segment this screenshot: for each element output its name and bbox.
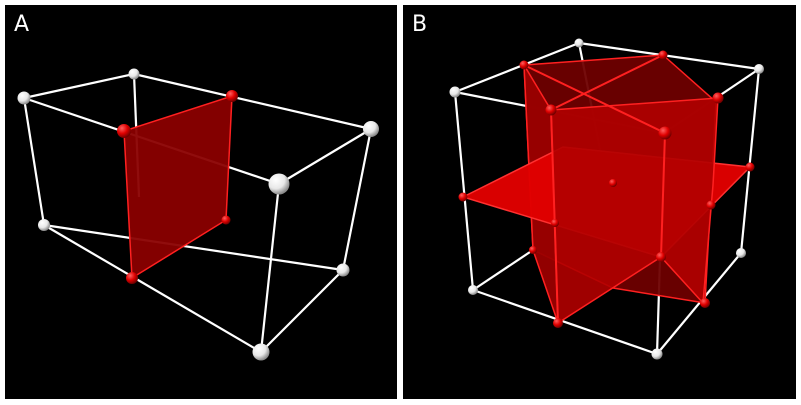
node-red [658, 50, 668, 60]
node-red [117, 124, 131, 138]
node-white [574, 38, 584, 48]
node-red [126, 272, 138, 284]
panel-label-b: B [412, 12, 428, 37]
node-white [128, 68, 140, 80]
node-white [38, 219, 50, 231]
node-red [700, 298, 710, 308]
node-red [656, 252, 666, 262]
node-red [221, 215, 231, 225]
node-red [658, 126, 672, 140]
node-white [651, 348, 663, 360]
panel-b: B [403, 5, 796, 399]
node-white [268, 173, 290, 195]
node-red [551, 219, 559, 227]
node-white [336, 263, 350, 277]
node-red [745, 162, 755, 172]
cube-diagram-b [449, 38, 764, 360]
panel-a: A [5, 5, 397, 399]
node-red [706, 200, 716, 210]
node-red [529, 246, 537, 254]
node-red [226, 90, 238, 102]
node-white [363, 121, 379, 137]
node-red [553, 318, 563, 328]
node-red [458, 192, 468, 202]
node-white [468, 285, 478, 295]
node-red [519, 60, 529, 70]
node-red [712, 92, 724, 104]
node-red [609, 179, 617, 187]
node-white [449, 86, 461, 98]
node-white [736, 248, 746, 258]
node-white [17, 91, 31, 105]
node-red [545, 104, 557, 116]
cube-diagram-a [17, 68, 379, 361]
panel-label-a: A [14, 12, 30, 37]
node-white [754, 64, 764, 74]
node-white [252, 343, 270, 361]
red-plane-edges-b [523, 54, 666, 324]
